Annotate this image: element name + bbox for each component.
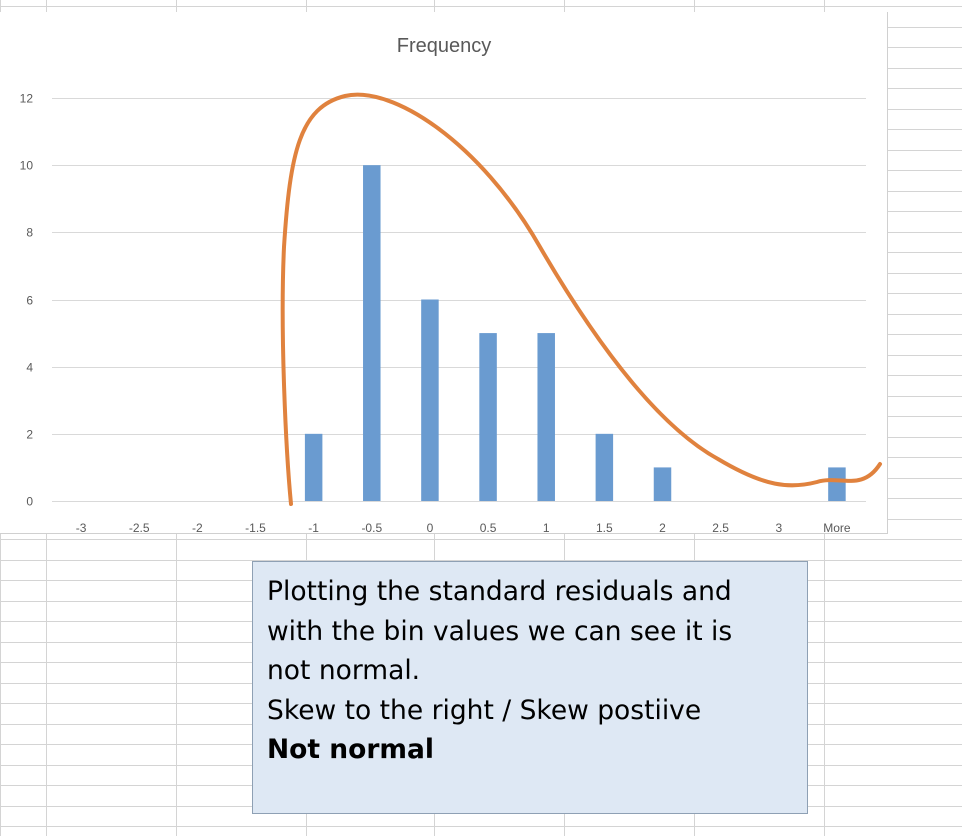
x-tick-label: 1.5 [596, 521, 613, 533]
x-tick-label: -2 [192, 521, 203, 533]
x-tick-label: 0.5 [480, 521, 497, 533]
x-tick-label: 2.5 [712, 521, 729, 533]
freehand-curve-annotation [280, 92, 882, 506]
x-tick-label: -1 [308, 521, 319, 533]
x-tick-label: 1 [543, 521, 550, 533]
chart-title: Frequency [397, 35, 492, 57]
bar[interactable] [828, 467, 846, 501]
bar[interactable] [421, 299, 439, 502]
chart-area[interactable]: Frequency 0 2 4 6 8 10 12 -3 -2.5 -2 -1.5 -1 -0.5 0 0… [0, 12, 888, 534]
x-tick-label: -2.5 [129, 521, 150, 533]
bar[interactable] [363, 165, 381, 501]
y-tick-label: 10 [20, 159, 34, 173]
y-tick-label: 4 [26, 361, 33, 375]
note-line: Plotting the standard residuals and [267, 576, 732, 607]
note-textbox[interactable]: Plotting the standard residuals and with… [252, 561, 808, 814]
x-tick-label: -1.5 [245, 521, 266, 533]
bar[interactable] [653, 467, 672, 501]
note-conclusion: Not normal [267, 734, 434, 765]
y-tick-label: 12 [20, 92, 34, 106]
y-tick-label: 0 [26, 495, 33, 509]
bar[interactable] [479, 333, 497, 501]
note-line: Skew to the right / Skew postiive [267, 694, 702, 726]
bar[interactable] [304, 433, 323, 501]
note-line: not normal. [267, 655, 421, 686]
x-tick-label: 2 [659, 521, 666, 533]
y-tick-label: 8 [26, 226, 33, 240]
bar[interactable] [595, 433, 614, 501]
x-tick-label: More [823, 521, 851, 533]
bar[interactable] [537, 333, 555, 501]
x-tick-label: 0 [427, 521, 434, 533]
x-tick-label: 3 [775, 521, 782, 533]
note-line: with the bin values we can see it is [267, 615, 733, 647]
x-tick-label: -3 [76, 521, 87, 533]
x-tick-label: -0.5 [361, 521, 382, 533]
y-tick-label: 2 [26, 428, 33, 442]
y-tick-label: 6 [26, 294, 33, 308]
